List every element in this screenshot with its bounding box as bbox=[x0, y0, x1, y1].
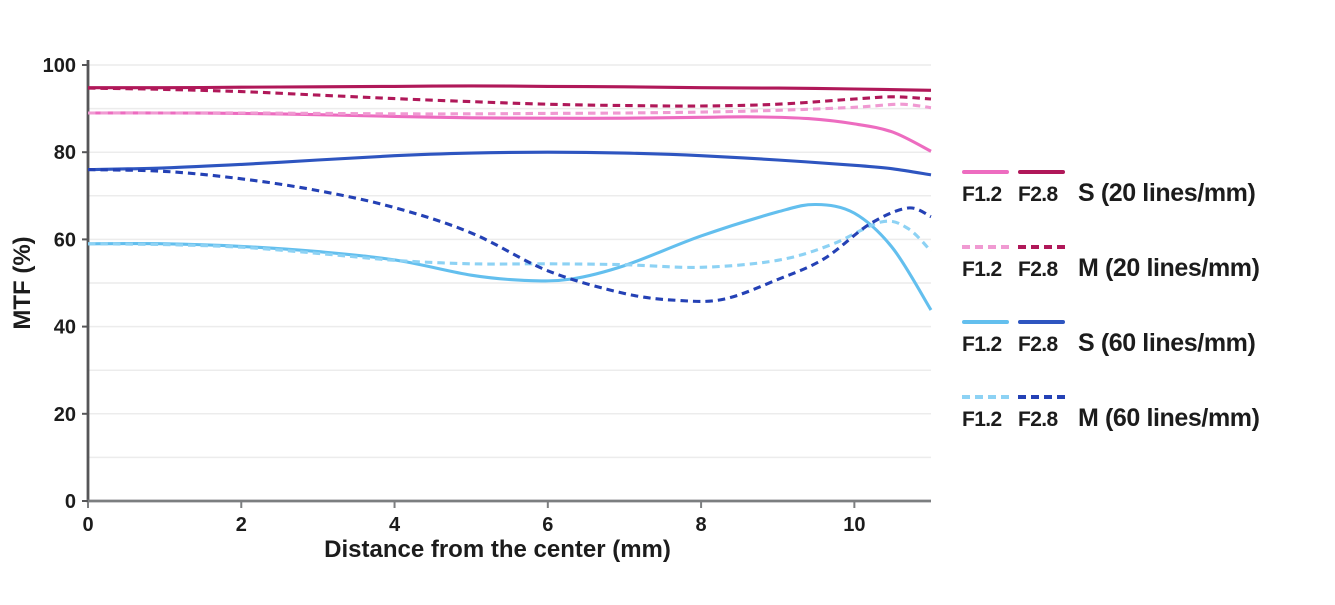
y-tick-label: 0 bbox=[65, 491, 76, 513]
legend-swatches bbox=[962, 395, 1260, 400]
legend-aperture-f12: F1.2 bbox=[962, 258, 1002, 281]
legend-line-f28-icon bbox=[1018, 395, 1065, 399]
x-axis-title: Distance from the center (mm) bbox=[324, 536, 671, 563]
series-line-m60_f28 bbox=[87, 168, 932, 303]
x-tick-label: 0 bbox=[82, 514, 93, 536]
legend-row-m60: F1.2 F2.8 M (60 lines/mm) bbox=[962, 395, 1260, 433]
legend-aperture-f12: F1.2 bbox=[962, 183, 1002, 206]
legend-line-f12-icon bbox=[962, 170, 1009, 174]
legend-series-desc: M (60 lines/mm) bbox=[1078, 404, 1260, 432]
legend-aperture-f12: F1.2 bbox=[962, 333, 1002, 356]
legend-series-desc: S (20 lines/mm) bbox=[1078, 179, 1256, 207]
y-tick-label: 40 bbox=[54, 317, 76, 339]
legend-aperture-f28: F2.8 bbox=[1018, 183, 1058, 206]
x-tick-label: 6 bbox=[542, 514, 553, 536]
x-tick-label: 8 bbox=[696, 514, 707, 536]
y-tick-label: 80 bbox=[54, 142, 76, 164]
x-tick-label: 4 bbox=[389, 514, 401, 536]
legend-series-desc: S (60 lines/mm) bbox=[1078, 329, 1256, 357]
legend-text: F1.2 F2.8 S (20 lines/mm) bbox=[962, 179, 1260, 208]
series-line-s60_f28 bbox=[87, 150, 932, 177]
legend-aperture-f12: F1.2 bbox=[962, 408, 1002, 431]
series-line-m60_f12 bbox=[87, 219, 933, 269]
legend-series-desc: M (20 lines/mm) bbox=[1078, 254, 1260, 282]
x-tick-label: 10 bbox=[843, 514, 865, 536]
legend-line-f28-icon bbox=[1018, 245, 1065, 249]
legend-line-f28-icon bbox=[1018, 170, 1065, 174]
y-axis-title: MTF (%) bbox=[9, 236, 36, 329]
series-line-m20_f12 bbox=[88, 102, 932, 116]
x-tick-label: 2 bbox=[236, 514, 247, 536]
legend-line-f12-icon bbox=[962, 395, 1009, 399]
legend-line-f12-icon bbox=[962, 245, 1009, 249]
legend-aperture-f28: F2.8 bbox=[1018, 333, 1058, 356]
series-line-m20_f28 bbox=[87, 86, 932, 108]
y-tick-label: 100 bbox=[43, 55, 76, 77]
series-line-s20_f28 bbox=[87, 84, 932, 92]
legend-aperture-f28: F2.8 bbox=[1018, 258, 1058, 281]
legend-line-f28-icon bbox=[1018, 320, 1065, 324]
legend-aperture-f28: F2.8 bbox=[1018, 408, 1058, 431]
y-tick-label: 60 bbox=[54, 229, 76, 251]
chart-legend: F1.2 F2.8 S (20 lines/mm) F1.2 F2.8 M (2… bbox=[962, 170, 1260, 470]
legend-text: F1.2 F2.8 M (20 lines/mm) bbox=[962, 254, 1260, 283]
legend-row-s60: F1.2 F2.8 S (60 lines/mm) bbox=[962, 320, 1260, 358]
legend-row-s20: F1.2 F2.8 S (20 lines/mm) bbox=[962, 170, 1260, 208]
legend-swatches bbox=[962, 245, 1260, 250]
series-line-s60_f12 bbox=[87, 202, 933, 311]
y-tick-label: 20 bbox=[54, 404, 76, 426]
legend-swatches bbox=[962, 170, 1260, 175]
legend-text: F1.2 F2.8 M (60 lines/mm) bbox=[962, 404, 1260, 433]
series-line-s20_f12 bbox=[87, 111, 932, 153]
legend-line-f12-icon bbox=[962, 320, 1009, 324]
legend-row-m20: F1.2 F2.8 M (20 lines/mm) bbox=[962, 245, 1260, 283]
legend-text: F1.2 F2.8 S (60 lines/mm) bbox=[962, 329, 1260, 358]
legend-swatches bbox=[962, 320, 1260, 325]
